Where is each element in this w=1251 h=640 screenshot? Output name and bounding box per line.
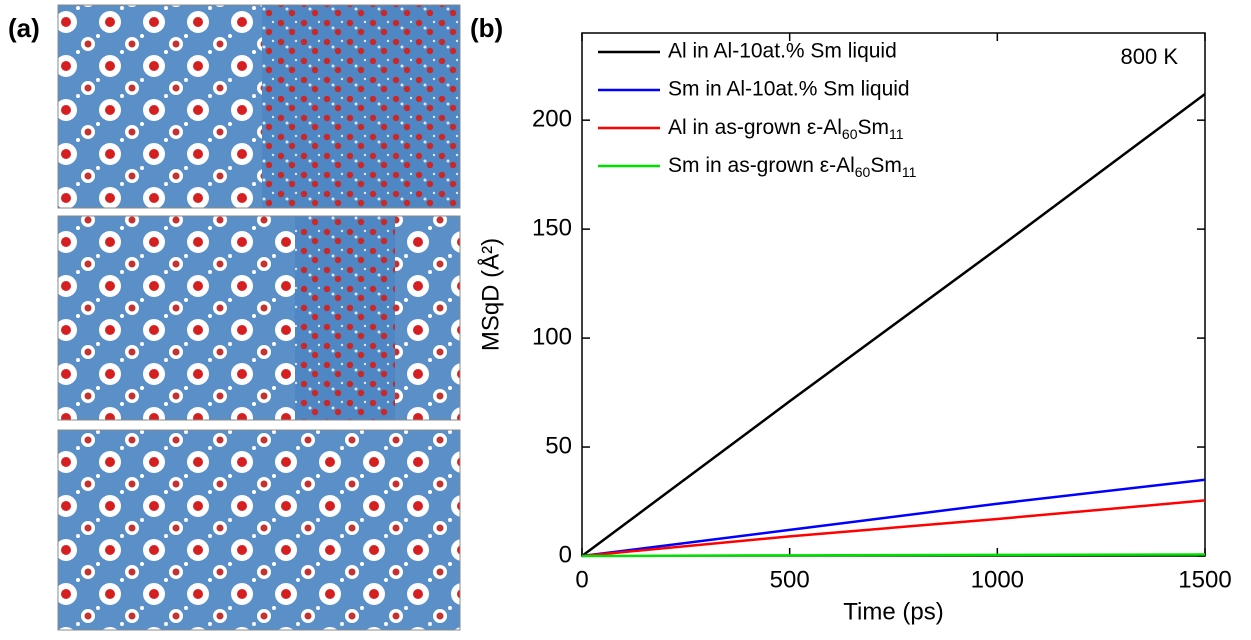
x-tick-label: 500 bbox=[770, 566, 810, 593]
y-tick-label: 50 bbox=[545, 432, 572, 459]
legend-label: Al in as-grown ε-Al60Sm11 bbox=[668, 116, 904, 142]
y-tick-label: 0 bbox=[559, 541, 572, 568]
annotation: 800 K bbox=[1121, 44, 1179, 69]
x-tick-label: 1000 bbox=[971, 566, 1024, 593]
plot-frame bbox=[581, 32, 1206, 557]
y-axis-label: MSqD (Å²) bbox=[476, 238, 504, 351]
y-tick-label: 150 bbox=[532, 214, 572, 241]
x-tick-label: 0 bbox=[575, 566, 588, 593]
series-line bbox=[581, 553, 1206, 558]
y-tick-label: 100 bbox=[532, 323, 572, 350]
legend-label: Al in Al-10at.% Sm liquid bbox=[668, 40, 897, 63]
legend-label: Sm in as-grown ε-Al60Sm11 bbox=[668, 154, 917, 180]
series-line bbox=[581, 478, 1206, 558]
panel-label: (a) bbox=[8, 13, 40, 43]
legend-label: Sm in Al-10at.% Sm liquid bbox=[668, 78, 910, 101]
series-line bbox=[581, 499, 1206, 558]
x-axis-label: Time (ps) bbox=[843, 598, 943, 625]
line-chart: 0 500 1000 1500 0 50 100 150 200 Time (ps) MSqD (Å… bbox=[476, 32, 1232, 625]
atomistic-images bbox=[57, 4, 461, 631]
y-tick-label: 200 bbox=[532, 106, 572, 133]
series-line bbox=[581, 93, 1206, 558]
panel-label: (b) bbox=[470, 13, 503, 43]
x-tick-label: 1500 bbox=[1178, 566, 1231, 593]
